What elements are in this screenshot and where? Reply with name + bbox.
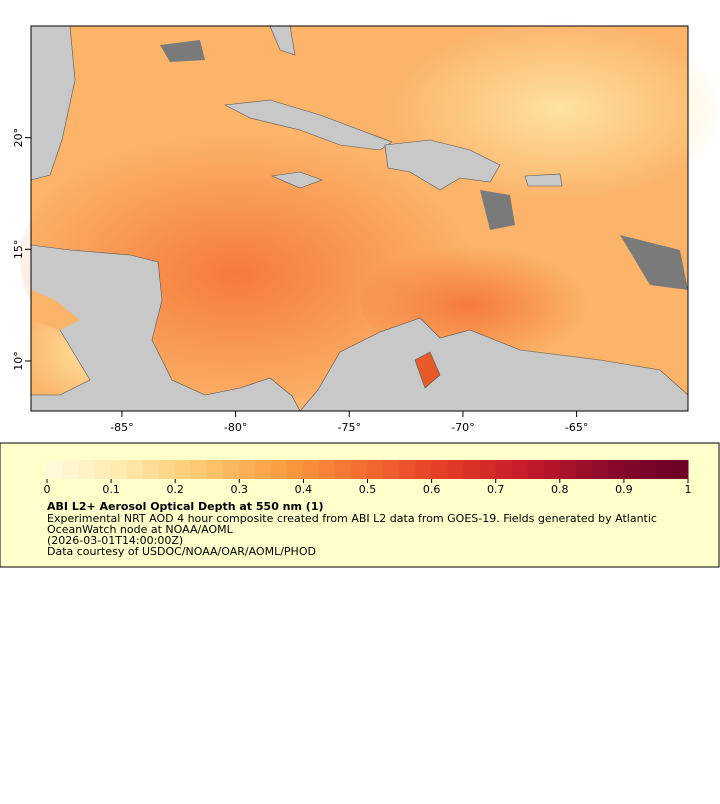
y-tick-label: 15° [12, 240, 25, 260]
colorbar-swatch [639, 460, 657, 479]
y-tick-label: 20° [12, 128, 25, 148]
legend-title: ABI L2+ Aerosol Optical Depth at 550 nm … [47, 500, 324, 513]
colorbar-swatch [463, 460, 481, 479]
map-area [20, 20, 720, 412]
colorbar-tick-label: 0.8 [551, 483, 569, 496]
colorbar-tick-label: 0.2 [166, 483, 184, 496]
colorbar-swatch [527, 460, 545, 479]
colorbar-swatch [607, 460, 625, 479]
colorbar-swatch [111, 460, 128, 479]
colorbar-swatch [431, 460, 449, 479]
colorbar-swatch [223, 460, 240, 479]
colorbar-swatch [79, 460, 96, 479]
colorbar-swatch [47, 460, 64, 479]
colorbar-tick-label: 0.1 [102, 483, 120, 496]
colorbar-tick-label: 0.9 [615, 483, 633, 496]
x-tick-label: -75° [338, 421, 361, 434]
legend-line: OceanWatch node at NOAA/AOML [47, 523, 234, 536]
colorbar-tick-label: 0.3 [231, 483, 249, 496]
colorbar-tick-label: 0 [44, 483, 51, 496]
x-tick-label: -85° [110, 421, 133, 434]
colorbar-tick-label: 1 [685, 483, 692, 496]
colorbar-swatch [63, 460, 80, 479]
x-tick-label: -65° [565, 421, 588, 434]
colorbar-tick-label: 0.6 [423, 483, 441, 496]
colorbar-swatch [575, 460, 593, 479]
colorbar-swatch [591, 460, 609, 479]
colorbar-swatch [447, 460, 465, 479]
colorbar-swatch [495, 460, 513, 479]
colorbar-swatch [271, 460, 288, 479]
x-tick-label: -80° [224, 421, 247, 434]
colorbar-swatch [191, 460, 208, 479]
y-tick-label: 10° [12, 351, 25, 371]
colorbar-swatch [335, 460, 352, 479]
colorbar-swatch [303, 460, 320, 479]
legend-line: (2026-03-01T14:00:00Z) [47, 534, 183, 547]
map-frame [30, 25, 689, 412]
colorbar-swatch [671, 460, 689, 479]
legend-line: Data courtesy of USDOC/NOAA/OAR/AOML/PHO… [47, 545, 316, 558]
colorbar-swatch [559, 460, 577, 479]
colorbar-swatch [655, 460, 673, 479]
colorbar-swatch [95, 460, 112, 479]
colorbar-tick-label: 0.4 [295, 483, 313, 496]
colorbar-swatch [415, 460, 433, 479]
colorbar-swatch [367, 460, 385, 479]
colorbar-swatch [319, 460, 336, 479]
colorbar-swatch [239, 460, 256, 479]
colorbar-tick-label: 0.7 [487, 483, 505, 496]
colorbar-swatch [399, 460, 417, 479]
colorbar-swatch [543, 460, 561, 479]
colorbar-swatch [623, 460, 641, 479]
colorbar-swatch [143, 460, 160, 479]
colorbar-swatch [175, 460, 192, 479]
colorbar-swatch [287, 460, 304, 479]
colorbar-swatch [383, 460, 401, 479]
colorbar-swatch [127, 460, 144, 479]
x-tick-label: -70° [451, 421, 474, 434]
legend-line: Experimental NRT AOD 4 hour composite cr… [47, 512, 657, 525]
colorbar-swatch [255, 460, 272, 479]
land [30, 25, 689, 412]
colorbar-swatch [479, 460, 497, 479]
colorbar-swatch [207, 460, 224, 479]
colorbar-swatch [511, 460, 529, 479]
colorbar-swatch [159, 460, 176, 479]
colorbar-tick-label: 0.5 [359, 483, 377, 496]
colorbar-swatch [351, 460, 368, 479]
